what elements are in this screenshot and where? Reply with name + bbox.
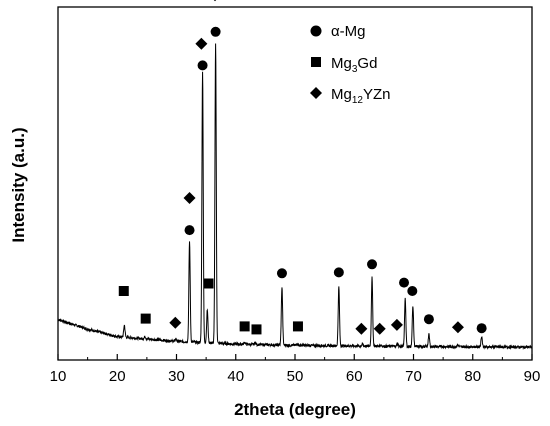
mg12yzn-peak-marker xyxy=(169,316,182,329)
alpha-mg-peak-marker xyxy=(276,268,287,279)
x-axis: 10 20 30 40 50 60 70 80 90 xyxy=(50,354,541,385)
mg12yzn-peak-marker xyxy=(183,192,196,204)
legend-square-icon xyxy=(311,57,321,67)
mg12yzn-peak-marker xyxy=(451,321,464,334)
mg12yzn-peak-marker xyxy=(373,322,386,335)
alpha-mg-peak-marker xyxy=(407,286,418,296)
alpha-mg-peak-marker xyxy=(197,60,208,71)
mg3gd-peak-marker xyxy=(118,286,129,296)
peak-markers xyxy=(118,0,487,335)
x-tick-label: 40 xyxy=(227,368,244,385)
alpha-mg-peak-marker xyxy=(476,323,487,334)
mg3gd-peak-marker xyxy=(203,278,214,289)
legend-circle-icon xyxy=(310,25,322,37)
mg12yzn-peak-marker xyxy=(355,322,368,335)
legend-label-mg12yzn: Mg12YZn xyxy=(331,86,390,106)
x-tick-label: 20 xyxy=(109,368,126,385)
plot-layer xyxy=(57,43,533,350)
x-tick-label: 50 xyxy=(287,368,304,385)
alpha-mg-peak-marker xyxy=(333,267,344,278)
alpha-mg-peak-marker xyxy=(210,26,221,37)
mg3gd-peak-marker xyxy=(292,321,303,332)
alpha-mg-peak-marker xyxy=(367,259,378,270)
x-tick-label: 80 xyxy=(464,368,481,385)
legend-item-mg12yzn: Mg12YZn xyxy=(310,86,390,106)
mg3gd-peak-marker xyxy=(140,313,151,324)
y-axis-title: Intensity (a.u.) xyxy=(9,127,28,242)
legend-item-mg3gd: Mg3Gd xyxy=(311,55,377,75)
x-tick-label: 60 xyxy=(346,368,363,385)
x-axis-title: 2theta (degree) xyxy=(234,400,356,419)
alpha-mg-peak-marker xyxy=(399,277,410,288)
mg3gd-peak-marker xyxy=(251,324,262,335)
plot-frame xyxy=(57,6,533,361)
mg12yzn-peak-marker xyxy=(195,37,208,50)
xrd-pattern-line xyxy=(57,43,533,350)
legend-item-alpha-mg: α-Mg xyxy=(310,23,366,40)
mg12yzn-peak-marker xyxy=(390,318,403,331)
legend: α-Mg Mg3Gd Mg12YZn xyxy=(310,23,390,106)
legend-label-alpha-mg: α-Mg xyxy=(331,23,366,40)
legend-label-mg3gd: Mg3Gd xyxy=(331,55,377,75)
x-tick-label: 30 xyxy=(168,368,185,385)
x-tick-label: 10 xyxy=(50,368,67,385)
legend-diamond-icon xyxy=(310,87,322,99)
mg12yzn-peak-marker xyxy=(213,0,217,2)
x-tick-label: 90 xyxy=(524,368,541,385)
alpha-mg-peak-marker xyxy=(423,314,434,325)
x-tick-label: 70 xyxy=(405,368,422,385)
alpha-mg-peak-marker xyxy=(184,225,195,236)
mg3gd-peak-marker xyxy=(239,321,250,332)
